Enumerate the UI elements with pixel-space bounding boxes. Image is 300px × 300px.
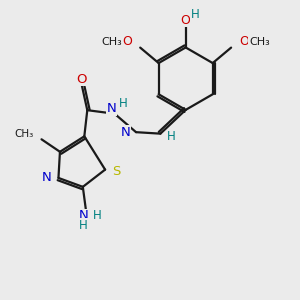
Text: H: H bbox=[93, 209, 102, 222]
Text: O: O bbox=[77, 73, 87, 86]
Text: H: H bbox=[167, 130, 176, 142]
Text: N: N bbox=[107, 102, 116, 115]
Text: CH₃: CH₃ bbox=[249, 37, 270, 47]
Text: O: O bbox=[181, 14, 190, 27]
Text: O: O bbox=[122, 34, 132, 48]
Text: S: S bbox=[112, 165, 120, 178]
Text: CH₃: CH₃ bbox=[102, 37, 122, 47]
Text: H: H bbox=[79, 219, 88, 232]
Text: N: N bbox=[79, 209, 88, 222]
Text: N: N bbox=[120, 126, 130, 139]
Text: O: O bbox=[239, 34, 249, 48]
Text: CH₃: CH₃ bbox=[14, 129, 33, 139]
Text: H: H bbox=[119, 97, 128, 110]
Text: H: H bbox=[191, 8, 200, 21]
Text: N: N bbox=[42, 171, 52, 184]
